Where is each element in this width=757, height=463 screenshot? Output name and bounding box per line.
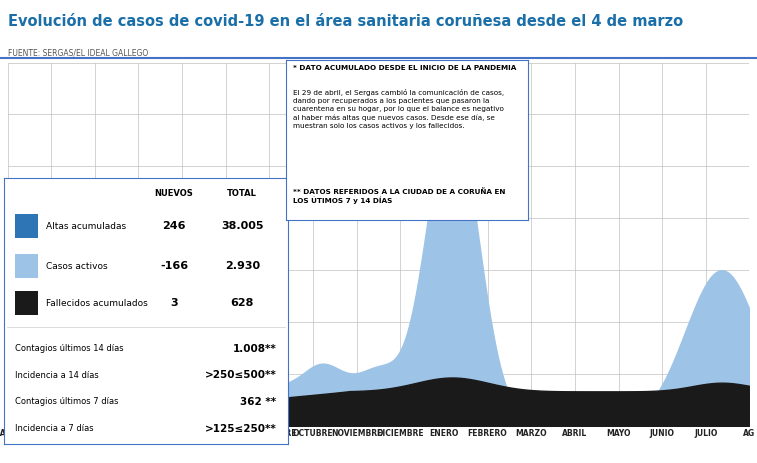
Text: 362 **: 362 ** [240, 397, 276, 407]
Bar [15, 214, 38, 238]
Text: 1.008**: 1.008** [232, 344, 276, 354]
Text: ** DATOS REFERIDOS A LA CIUDAD DE A CORUÑA EN
LOS ÚTIMOS 7 y 14 DÍAS: ** DATOS REFERIDOS A LA CIUDAD DE A CORU… [294, 188, 506, 204]
Text: Contagios últimos 7 días: Contagios últimos 7 días [15, 397, 119, 407]
Text: 3: 3 [170, 298, 178, 308]
Text: Altas acumuladas: Altas acumuladas [46, 222, 126, 231]
Text: -166: -166 [160, 261, 188, 271]
Text: >125≤250**: >125≤250** [204, 424, 276, 433]
Text: Fallecidos acumulados: Fallecidos acumulados [46, 299, 148, 308]
Text: FUENTE: SERGAS/EL IDEAL GALLEGO: FUENTE: SERGAS/EL IDEAL GALLEGO [8, 49, 148, 57]
Text: El 29 de abril, el Sergas cambió la comunicación de casos,
dando por recuperados: El 29 de abril, el Sergas cambió la comu… [294, 89, 504, 129]
Text: 38.005: 38.005 [221, 221, 263, 231]
Bar [15, 254, 38, 278]
Text: Incidencia a 14 días: Incidencia a 14 días [15, 371, 99, 380]
Text: 628: 628 [231, 298, 254, 308]
Bar [15, 291, 38, 315]
Text: 2.930: 2.930 [225, 261, 260, 271]
Text: NUEVOS: NUEVOS [154, 189, 194, 198]
Text: >250≤500**: >250≤500** [204, 370, 276, 380]
Text: Evolución de casos de covid-19 en el área sanitaria coruñesa desde el 4 de marzo: Evolución de casos de covid-19 en el áre… [8, 14, 683, 29]
Text: Contagios últimos 14 días: Contagios últimos 14 días [15, 344, 123, 353]
Text: Casos activos: Casos activos [46, 262, 108, 270]
Text: Incidencia a 7 días: Incidencia a 7 días [15, 424, 94, 433]
Text: TOTAL: TOTAL [227, 189, 257, 198]
Text: * DATO ACUMULADO DESDE EL INICIO DE LA PANDEMIA: * DATO ACUMULADO DESDE EL INICIO DE LA P… [294, 65, 517, 71]
Text: 246: 246 [162, 221, 186, 231]
